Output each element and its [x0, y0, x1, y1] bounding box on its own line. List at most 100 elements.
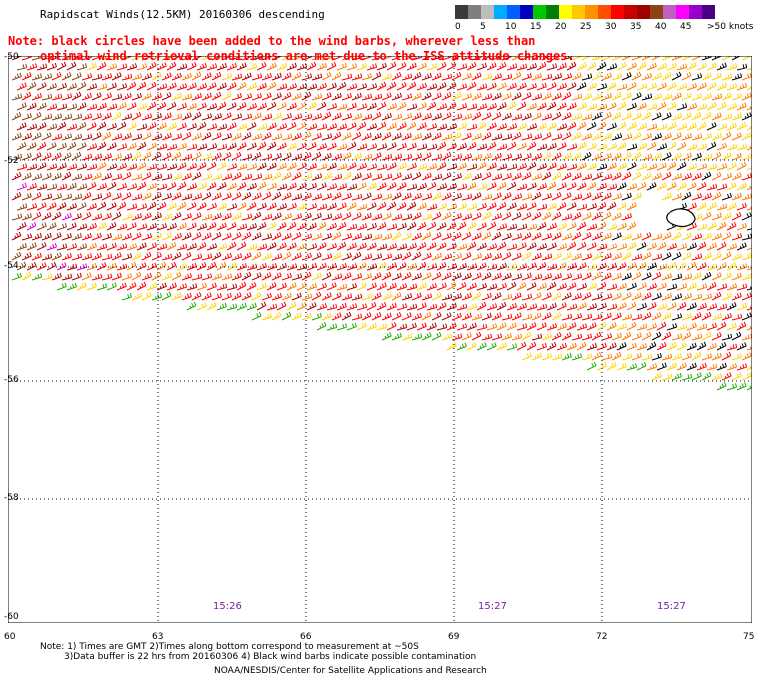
- wind-barb: [111, 93, 123, 101]
- wind-barb: [66, 182, 77, 191]
- wind-barb: [471, 132, 482, 141]
- wind-barb: [256, 102, 267, 111]
- wind-barb: [566, 182, 577, 191]
- wind-barb: [221, 132, 232, 141]
- wind-barb: [376, 163, 388, 171]
- wind-barb: [451, 56, 462, 61]
- wind-barb: [396, 182, 407, 191]
- wind-barb: [411, 112, 422, 121]
- wind-barb: [176, 201, 187, 211]
- wind-barb: [136, 161, 147, 171]
- wind-barb: [46, 142, 57, 151]
- wind-barb: [486, 62, 497, 71]
- wind-barb: [241, 173, 253, 181]
- wind-barb: [276, 262, 287, 271]
- wind-barb: [301, 312, 312, 321]
- wind-barb: [301, 293, 313, 301]
- wind-barb: [671, 251, 682, 261]
- wind-barb: [81, 211, 92, 221]
- wind-barb: [426, 83, 438, 91]
- wind-barb: [226, 142, 237, 151]
- wind-barb: [701, 92, 712, 101]
- wind-barb: [291, 252, 302, 261]
- wind-barb: [576, 162, 587, 171]
- wind-barb: [211, 71, 222, 81]
- wind-barb: [511, 92, 522, 101]
- wind-barb: [31, 152, 42, 161]
- wind-barb: [571, 172, 582, 181]
- wind-barb: [416, 163, 428, 171]
- wind-barb: [421, 272, 432, 281]
- wind-barb: [266, 62, 277, 71]
- wind-barb: [346, 102, 357, 111]
- wind-barb: [211, 192, 222, 201]
- wind-barb: [421, 193, 433, 201]
- wind-barb: [691, 73, 703, 81]
- wind-barb: [276, 83, 288, 91]
- wind-barb: [321, 292, 332, 301]
- wind-barb: [566, 342, 577, 351]
- wind-barb: [536, 182, 547, 191]
- wind-barb: [241, 72, 252, 81]
- wind-barb: [241, 191, 252, 201]
- wind-barb: [551, 353, 563, 361]
- wind-barb: [276, 282, 287, 291]
- wind-barb: [446, 142, 457, 151]
- wind-barb: [116, 263, 128, 271]
- wind-barb: [141, 132, 152, 141]
- wind-barb: [86, 143, 98, 151]
- wind-barb: [271, 311, 282, 321]
- wind-barb: [516, 183, 528, 191]
- wind-barb: [26, 261, 37, 271]
- wind-barb: [411, 232, 422, 241]
- wind-barb: [691, 272, 702, 281]
- wind-barb: [526, 83, 537, 91]
- wind-barb: [256, 162, 267, 171]
- wind-barb: [21, 252, 32, 261]
- wind-barb: [316, 242, 327, 251]
- wind-barb: [576, 262, 587, 271]
- wind-barb: [161, 56, 173, 61]
- wind-barb: [466, 221, 477, 231]
- wind-barb: [31, 73, 43, 81]
- wind-barb: [701, 232, 712, 241]
- wind-barb: [266, 221, 277, 231]
- wind-barb: [536, 303, 548, 311]
- wind-barb: [516, 122, 527, 131]
- wind-barb: [401, 153, 413, 161]
- wind-barb: [86, 222, 97, 231]
- wind-barb: [501, 293, 513, 301]
- wind-barb: [451, 312, 462, 321]
- wind-barb: [681, 273, 693, 281]
- wind-barb: [736, 263, 748, 271]
- wind-barb: [371, 272, 382, 281]
- wind-barb: [721, 131, 732, 141]
- wind-barb: [741, 112, 752, 121]
- wind-barb: [456, 183, 468, 191]
- wind-barb: [356, 242, 367, 251]
- wind-barb: [221, 151, 232, 161]
- wind-barb: [511, 273, 523, 281]
- wind-barb: [26, 81, 37, 91]
- wind-barb: [661, 232, 672, 241]
- wind-barb: [41, 56, 53, 61]
- wind-barb: [276, 123, 288, 131]
- wind-barb: [686, 322, 697, 331]
- wind-barb: [566, 262, 577, 271]
- wind-barb: [131, 252, 142, 261]
- wind-barb: [671, 293, 683, 301]
- wind-barb: [486, 122, 497, 131]
- wind-barb: [121, 293, 132, 301]
- wind-barb: [356, 262, 367, 271]
- wind-barb: [146, 122, 157, 131]
- wind-barb: [336, 123, 348, 131]
- wind-barb: [71, 151, 82, 161]
- wind-barb: [731, 152, 742, 161]
- wind-barb: [121, 273, 133, 281]
- wind-barb: [606, 223, 618, 231]
- wind-barb: [141, 192, 152, 201]
- wind-barb: [621, 331, 632, 341]
- wind-barb: [606, 342, 617, 351]
- wind-barb: [631, 232, 642, 241]
- wind-barb: [631, 271, 642, 281]
